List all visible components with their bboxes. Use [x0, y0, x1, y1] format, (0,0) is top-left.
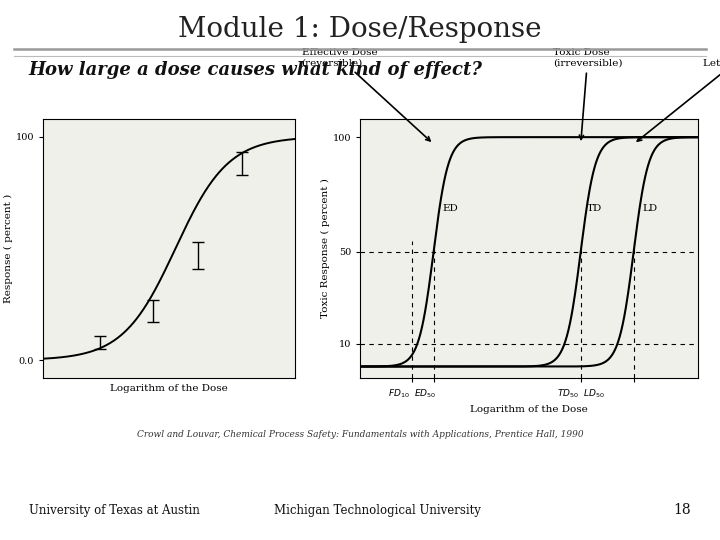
Text: ED: ED	[442, 204, 458, 213]
Text: Module 1: Dose/Response: Module 1: Dose/Response	[179, 16, 541, 43]
Text: LD: LD	[642, 204, 657, 213]
X-axis label: Logarithm of the Dose: Logarithm of the Dose	[470, 405, 588, 414]
Text: Effective Dose
(reversible): Effective Dose (reversible)	[302, 48, 430, 141]
Text: Michigan Technological University: Michigan Technological University	[274, 504, 480, 517]
Text: How large a dose causes what kind of effect?: How large a dose causes what kind of eff…	[29, 61, 482, 79]
Text: Lethal Dose: Lethal Dose	[637, 59, 720, 141]
Text: Toxic Dose
(irreversible): Toxic Dose (irreversible)	[553, 48, 622, 139]
Text: 18: 18	[674, 503, 691, 517]
Y-axis label: Response ( percent ): Response ( percent )	[4, 194, 13, 303]
Y-axis label: Toxic Response ( percent ): Toxic Response ( percent )	[320, 178, 330, 319]
Text: University of Texas at Austin: University of Texas at Austin	[29, 504, 199, 517]
X-axis label: Logarithm of the Dose: Logarithm of the Dose	[110, 383, 228, 393]
Text: TD: TD	[587, 204, 602, 213]
Text: Crowl and Louvar, Chemical Process Safety: Fundamentals with Applications, Prent: Crowl and Louvar, Chemical Process Safet…	[137, 430, 583, 439]
